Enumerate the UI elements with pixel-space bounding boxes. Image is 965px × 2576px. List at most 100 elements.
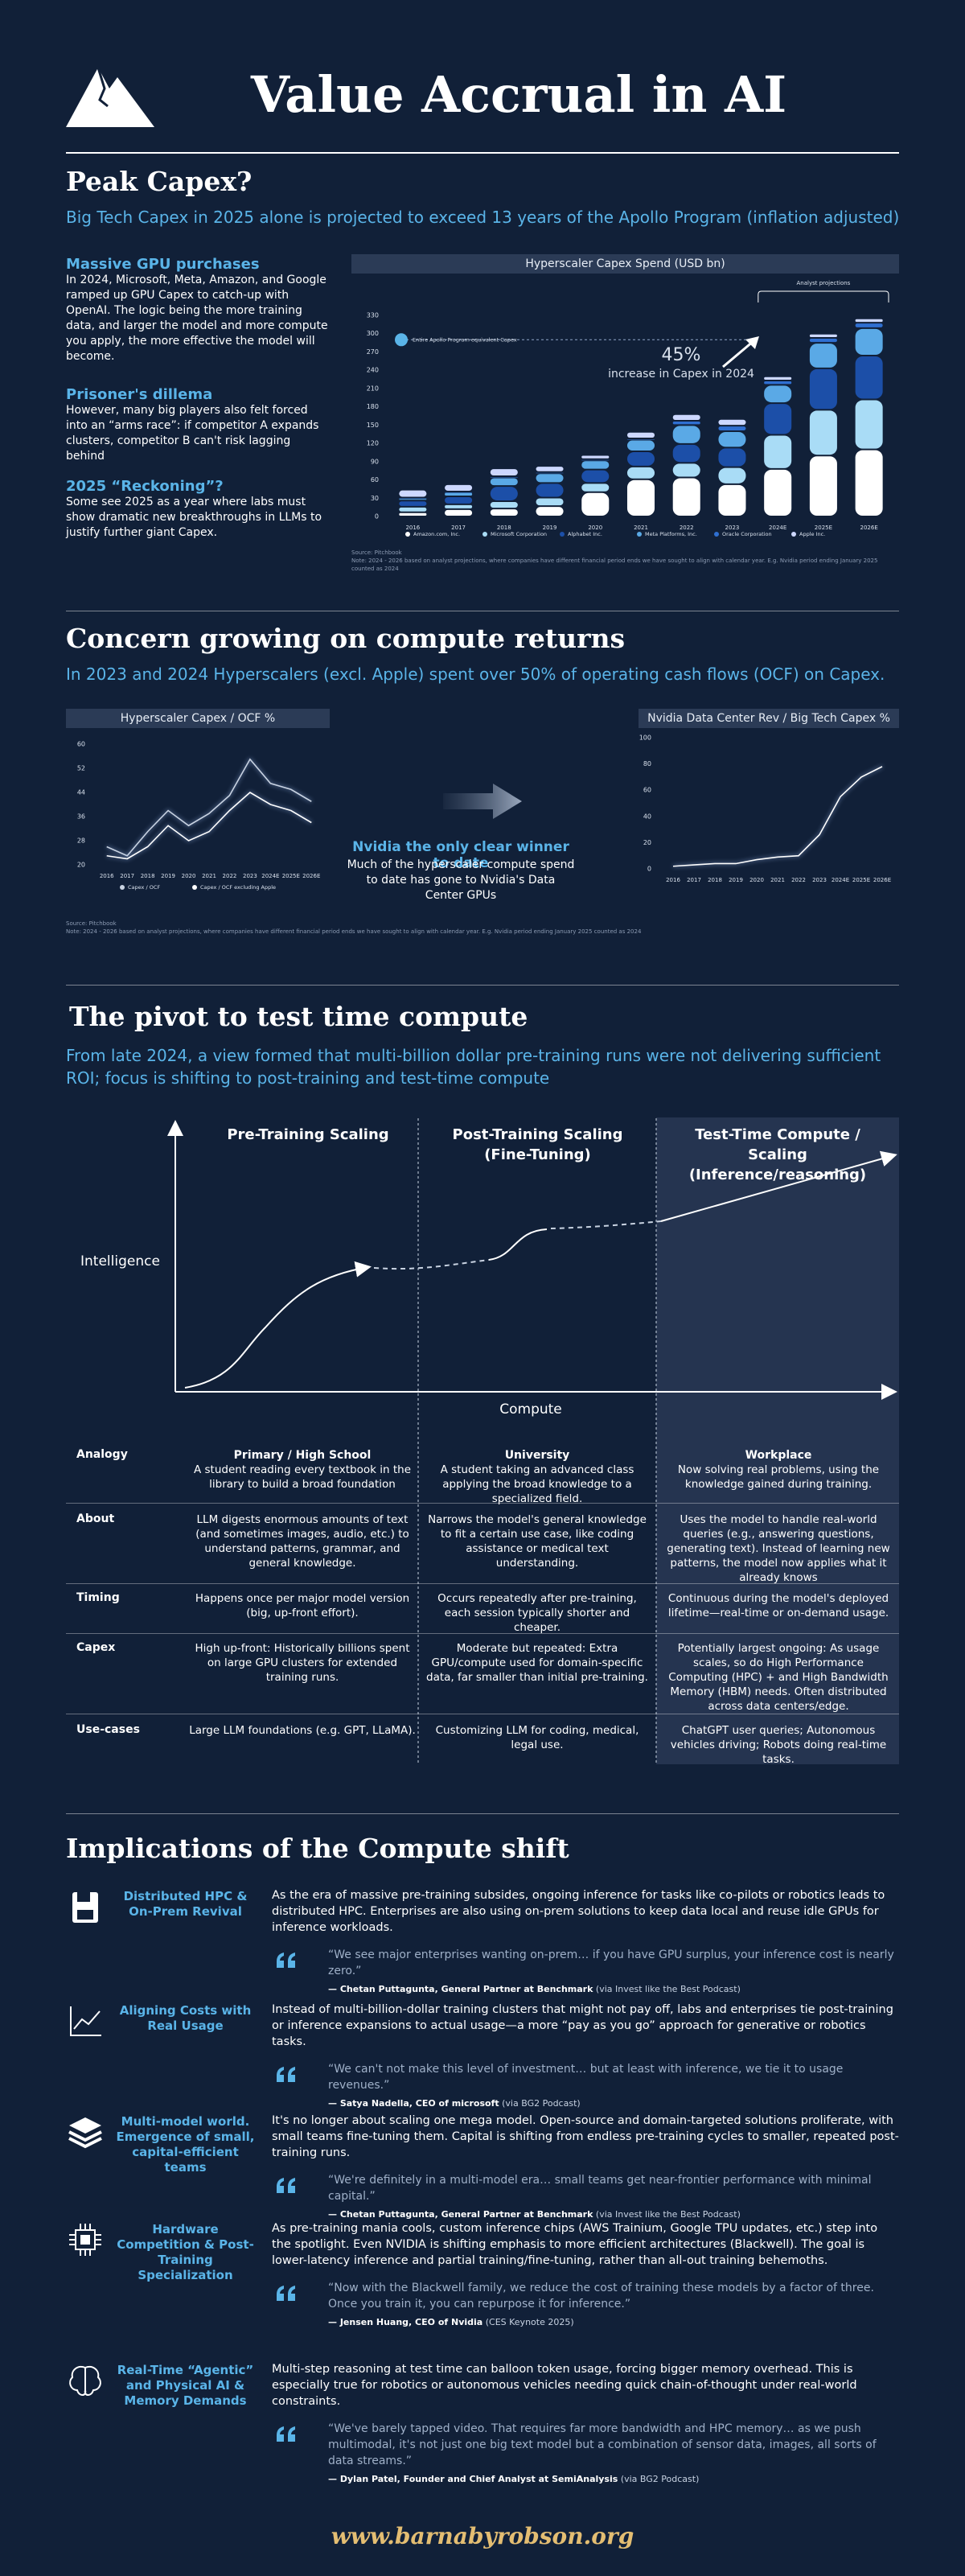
bar-segment [672, 463, 700, 477]
bar-segment [855, 323, 883, 327]
item-text: Instead of multi-billion-dollar training… [272, 2003, 893, 2048]
bar-segment [490, 487, 518, 501]
x-tick-label: 2016 [666, 877, 680, 883]
attribution-source: (via BG2 Podcast) [620, 2474, 700, 2484]
attribution-name: — Dylan Patel, Founder and Chief Analyst… [328, 2474, 618, 2484]
bar-segment [445, 497, 473, 504]
table-cell: Occurs repeatedly after pre-training, ea… [425, 1591, 650, 1635]
item-icon [68, 2117, 102, 2149]
attribution-name: — Chetan Puttagunta, General Partner at … [328, 1984, 593, 1994]
y-tick-label: 300 [367, 330, 379, 337]
quote-mark [277, 2067, 295, 2082]
quote-attribution: — Satya Nadella, CEO of microsoft (via B… [328, 2098, 899, 2109]
item-body: Instead of multi-billion-dollar training… [272, 2002, 899, 2109]
item-quote: “We can't not make this level of investm… [272, 2061, 899, 2109]
y-tick-label: 28 [77, 837, 85, 845]
item-body: As the era of massive pre-training subsi… [272, 1887, 899, 1994]
chart-title: Hyperscaler Capex / OCF % [66, 709, 330, 728]
y-tick-label: 60 [77, 741, 85, 748]
chart: 0 20 40 60 80 100 2016 2017 2018 2019 2020 2021 2022… [639, 735, 891, 884]
x-tick-label: 2017 [451, 525, 466, 531]
quote-mark [277, 2426, 295, 2442]
cell-title: University [504, 1449, 570, 1462]
x-tick-label: 2022 [791, 877, 806, 883]
projection-label: Analyst projections [796, 280, 850, 286]
bar-segment [626, 439, 655, 440]
y-axis-label: Intelligence [80, 1253, 160, 1269]
bar-segment [718, 448, 746, 467]
stage-title: Test-Time Compute / Scaling (Inference/r… [688, 1126, 867, 1183]
x-tick-label: 2023 [243, 873, 257, 879]
row-separator [66, 1583, 899, 1584]
bar-segment [809, 410, 837, 455]
page-title: Value Accrual in AI [250, 65, 787, 124]
cell-text: A student reading every textbook in the … [193, 1463, 412, 1491]
bar-segment [764, 435, 792, 468]
attribution-source: (via Invest like the Best Podcast) [595, 2209, 741, 2220]
y-tick-label: 20 [643, 839, 651, 846]
x-tick-label: 2025E [815, 525, 832, 531]
bar-segment [764, 404, 792, 434]
legend-swatch [714, 532, 719, 537]
y-tick-label: 270 [367, 348, 379, 356]
bar-segment [399, 490, 427, 497]
point: Massive GPU purchases In 2024, Microsoft… [66, 256, 331, 364]
bar-segment [536, 467, 564, 471]
item-quote: “We've barely tapped video. That require… [272, 2421, 899, 2484]
source: Source: Pitchbook [66, 920, 117, 927]
item-icon [70, 2006, 101, 2036]
cell-text: Occurs repeatedly after pre-training, ea… [437, 1592, 637, 1634]
line-series [106, 758, 312, 857]
item-body: It's no longer about scaling one mega mo… [272, 2113, 899, 2220]
section-heading: Concern growing on compute returns [66, 623, 626, 654]
legend-swatch [560, 532, 565, 537]
pretraining-curve [184, 1261, 372, 1389]
x-tick-label: 2018 [708, 877, 722, 883]
callout-title: Nvidia the only clear winner to date [352, 839, 569, 871]
bar-segment [855, 450, 883, 516]
bar-segment [490, 478, 518, 486]
table-cell: LLM digests enormous amounts of text (an… [187, 1512, 418, 1570]
y-tick-label: 30 [371, 495, 379, 502]
item-text: It's no longer about scaling one mega mo… [272, 2114, 899, 2159]
attribution-source: (CES Keynote 2025) [485, 2317, 574, 2327]
logo [66, 67, 154, 127]
bar-segment [581, 484, 610, 492]
x-tick-label: 2019 [161, 873, 175, 879]
bar-segment [718, 419, 746, 426]
y-tick-label: 210 [367, 385, 379, 392]
x-tick-label: 2016 [100, 873, 114, 879]
legend-swatch [120, 885, 125, 890]
chart-title: Nvidia Data Center Rev / Big Tech Capex … [639, 709, 899, 728]
plateau [373, 1259, 490, 1270]
item-text: Multi-step reasoning at test time can ba… [272, 2363, 857, 2408]
attribution-source: (via BG2 Podcast) [502, 2098, 581, 2109]
projection-bracket [758, 290, 889, 302]
x-axis-label: Compute [499, 1401, 562, 1418]
stage-title: Pre-Training Scaling [227, 1126, 389, 1143]
x-tick-label: 2016 [405, 525, 420, 531]
quote-attribution: — Chetan Puttagunta, General Partner at … [328, 1984, 899, 1994]
bar-segment [445, 484, 473, 491]
row-label: About [76, 1512, 115, 1525]
quote-text: “We're definitely in a multi-model era… … [328, 2174, 872, 2203]
bar-segment [536, 472, 564, 474]
table-cell: Uses the model to handle real-world quer… [664, 1512, 893, 1585]
row-label: Analogy [76, 1448, 128, 1461]
bar-segment [764, 385, 792, 403]
bar-segment [536, 474, 564, 483]
cell-text: Moderate but repeated: Extra GPU/compute… [426, 1642, 648, 1684]
x-tick-label: 2023 [725, 525, 740, 531]
table-cell: High up-front: Historically billions spe… [187, 1641, 418, 1685]
x-tick-label: 2022 [223, 873, 237, 879]
point-title: 2025 “Reckoning”? [66, 478, 224, 495]
bar-segment [809, 334, 837, 338]
annotation-text: increase in Capex in 2024 [608, 368, 754, 381]
row-separator [66, 1503, 899, 1504]
cell-text: Happens once per major model version (bi… [195, 1592, 410, 1619]
legend-swatch [482, 532, 487, 537]
y-tick-label: 0 [375, 513, 379, 521]
y-tick-label: 180 [367, 403, 379, 410]
x-tick-label: 2018 [497, 525, 511, 531]
reference-icon [395, 333, 408, 347]
